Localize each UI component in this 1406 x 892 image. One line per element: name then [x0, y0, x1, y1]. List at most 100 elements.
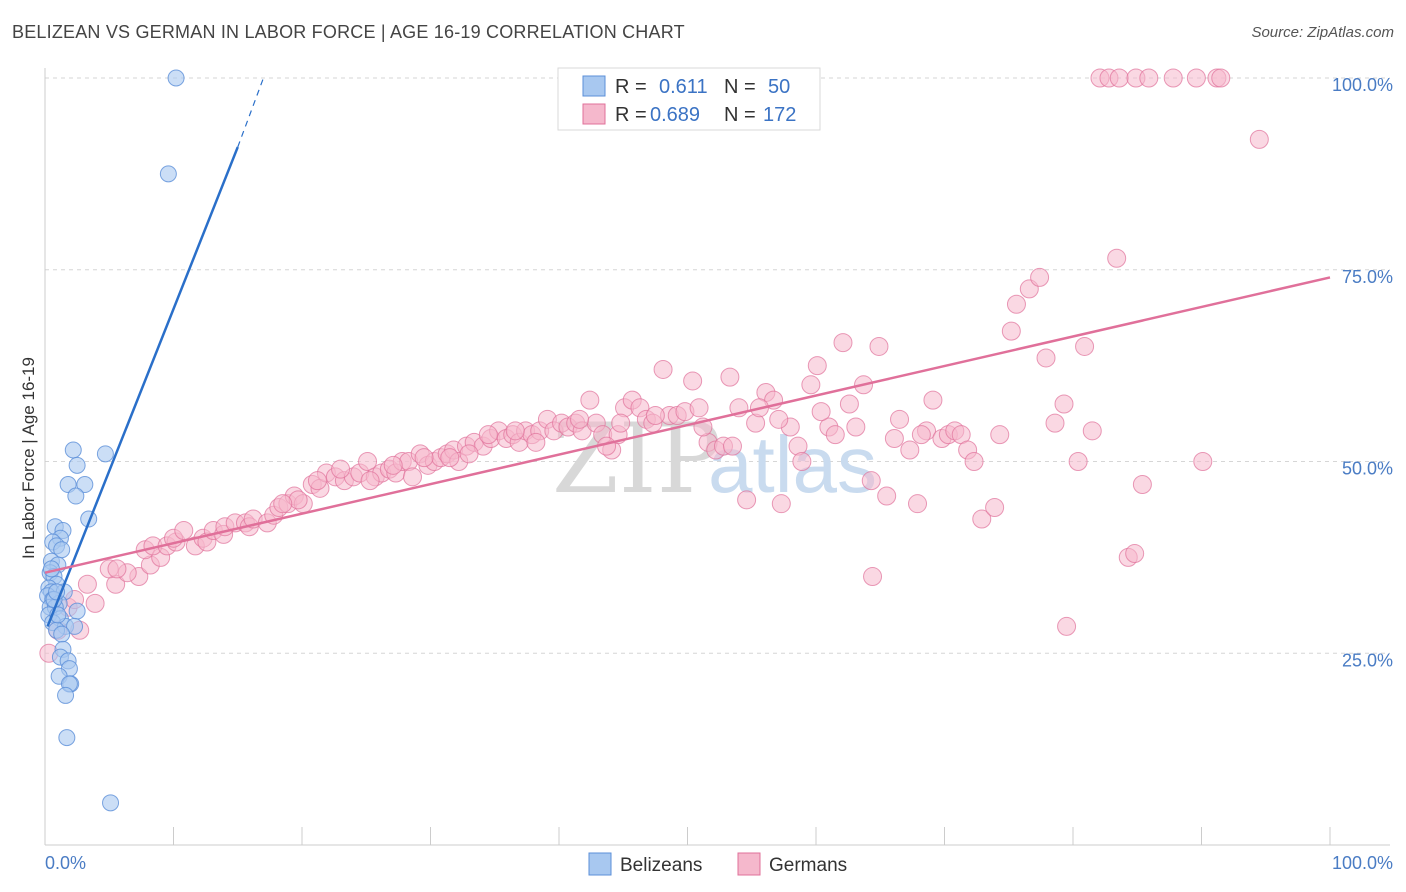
point-germans-113: [869, 336, 889, 356]
point-belizeans-1: [159, 165, 177, 183]
y-tick-label-2: 75.0%: [1342, 267, 1393, 287]
point-germans-110: [846, 417, 866, 437]
point-germans-134: [1036, 348, 1056, 368]
point-belizeans-7: [67, 487, 85, 505]
y-tick-labels: 25.0% 50.0% 75.0% 100.0%: [1332, 75, 1393, 670]
point-germans-94: [720, 367, 740, 387]
point-germans-135: [1045, 413, 1065, 433]
legend-n-label-1: N =: [724, 76, 756, 98]
point-germans-96: [737, 490, 757, 510]
point-germans-154: [1193, 452, 1213, 471]
point-belizeans-43: [57, 686, 75, 704]
point-germans-138: [1075, 336, 1095, 356]
point-germans-118: [908, 494, 928, 514]
point-germans-150: [1107, 248, 1127, 268]
point-germans-136: [1054, 394, 1074, 414]
point-germans-170: [459, 444, 479, 464]
legend-r-value-2: 0.689: [650, 104, 700, 126]
point-germans-174: [360, 471, 380, 491]
point-germans-161: [722, 436, 742, 456]
point-germans-7: [77, 574, 97, 594]
point-germans-149: [1249, 129, 1269, 149]
trend-lines: [44, 77, 1331, 627]
legend-box: R = 0.611 N = 50 R = 0.689 N = 172: [557, 67, 821, 131]
y-tick-label-0: 25.0%: [1342, 650, 1393, 670]
bottom-legend-swatch-germans: [737, 852, 761, 876]
point-germans-116: [890, 409, 910, 429]
point-germans-108: [833, 333, 853, 353]
trend-line-germans: [44, 276, 1331, 574]
point-germans-155: [1057, 616, 1077, 636]
point-germans-142: [1109, 68, 1129, 88]
point-germans-148: [1211, 68, 1231, 88]
point-germans-130: [1001, 321, 1021, 341]
point-germans-167: [526, 432, 546, 452]
point-germans-158: [811, 402, 831, 422]
point-germans-157: [911, 425, 931, 445]
point-germans-90: [689, 398, 709, 418]
point-germans-100: [771, 494, 791, 514]
x-tick-label-1: 100.0%: [1332, 853, 1393, 873]
y-tick-label-1: 50.0%: [1342, 459, 1393, 479]
point-germans-159: [769, 409, 789, 429]
point-germans-50: [403, 467, 423, 487]
trend-line-belizeans: [46, 146, 239, 627]
point-belizeans-6: [76, 476, 94, 494]
point-germans-114: [877, 486, 897, 506]
bottom-legend: Belizeans Germans: [588, 852, 847, 876]
point-belizeans-3: [96, 445, 114, 463]
legend-n-label-2: N =: [724, 104, 756, 126]
point-germans-129: [990, 425, 1010, 445]
point-belizeans-28: [68, 602, 86, 620]
point-germans-145: [1163, 68, 1183, 88]
point-germans-139: [1082, 421, 1102, 441]
point-germans-112: [861, 471, 881, 491]
point-germans-176: [307, 471, 327, 491]
point-germans-43: [358, 452, 378, 471]
bottom-legend-belizeans: Belizeans: [620, 855, 702, 876]
grid-lines: [45, 77, 1390, 654]
point-germans-85: [653, 359, 673, 379]
chart-title: BELIZEAN VS GERMAN IN LABOR FORCE | AGE …: [12, 22, 685, 42]
point-germans-166: [570, 409, 590, 429]
series-germans: [39, 68, 1269, 663]
point-germans-169: [478, 425, 498, 445]
series-belizeans: [39, 69, 185, 812]
point-germans-168: [505, 421, 525, 441]
point-germans-172: [414, 448, 434, 468]
point-belizeans-44: [58, 729, 76, 747]
point-germans-164: [611, 413, 631, 433]
point-germans-171: [440, 448, 460, 468]
x-tick-label-0: 0.0%: [45, 853, 86, 873]
y-tick-label-3: 100.0%: [1332, 75, 1393, 95]
y-axis-label: In Labor Force | Age 16-19: [19, 357, 38, 559]
point-germans-146: [1186, 68, 1206, 88]
point-belizeans-35: [53, 625, 71, 643]
point-germans-117: [900, 440, 920, 460]
bottom-legend-germans: Germans: [769, 855, 847, 876]
point-germans-105: [807, 356, 827, 376]
point-germans-156: [863, 567, 883, 587]
point-germans-153: [1132, 475, 1152, 495]
point-germans-128: [985, 498, 1005, 518]
point-germans-178: [273, 494, 293, 514]
point-germans-163: [645, 405, 665, 425]
legend-r-label-1: R =: [615, 76, 647, 98]
point-germans-175: [331, 459, 351, 479]
point-germans-109: [839, 394, 859, 414]
point-germans-4: [85, 593, 105, 613]
point-germans-89: [683, 371, 703, 391]
legend-n-value-1: 50: [768, 76, 790, 98]
point-germans-115: [884, 428, 904, 448]
point-germans-75: [580, 390, 600, 410]
point-germans-103: [792, 452, 812, 471]
legend-r-label-2: R =: [615, 104, 647, 126]
point-germans-152: [1125, 544, 1145, 564]
point-germans-144: [1139, 68, 1159, 88]
point-germans-131: [1006, 294, 1026, 314]
point-germans-11: [107, 559, 127, 579]
trend-line-belizeans-extension: [237, 77, 265, 148]
point-germans-137: [1068, 452, 1088, 471]
point-belizeans-0: [167, 69, 185, 87]
